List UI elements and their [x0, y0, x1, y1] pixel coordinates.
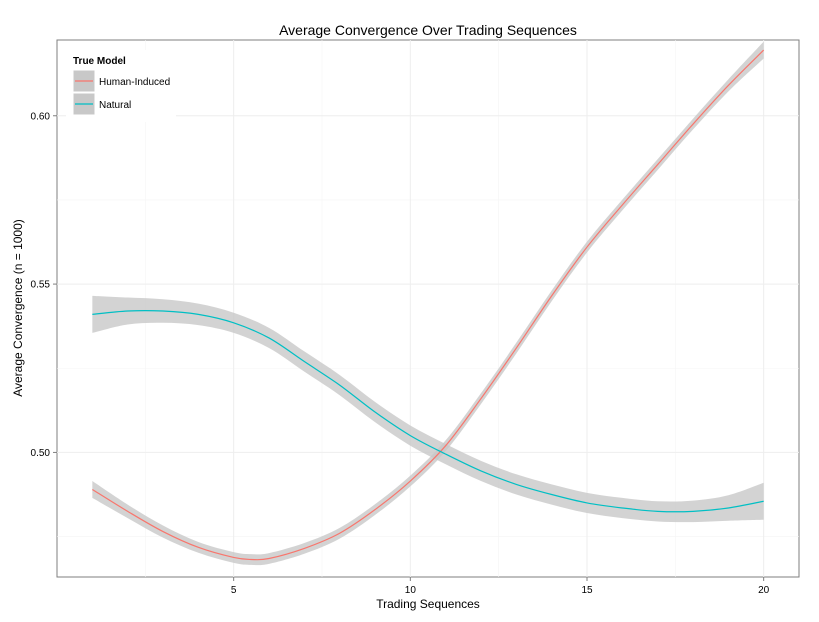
grid: [57, 40, 799, 577]
chart-title: Average Convergence Over Trading Sequenc…: [279, 22, 577, 38]
confidence-band-0: [92, 41, 764, 566]
confidence-band-1: [92, 295, 764, 523]
y-axis-ticks: 0.50 0.55 0.60: [31, 111, 57, 459]
series-line-0: [92, 49, 765, 561]
x-axis-ticks: 5 10 15 20: [231, 577, 770, 596]
x-axis-title: Trading Sequences: [376, 597, 480, 611]
confidence-bands: [92, 41, 764, 566]
legend-label: Natural: [99, 100, 131, 111]
series-line-1: [92, 310, 764, 513]
x-tick-label: 20: [758, 585, 770, 596]
legend-title: True Model: [73, 56, 126, 67]
legend-items: Human-Induced Natural: [72, 69, 170, 116]
x-tick-label: 10: [405, 585, 417, 596]
x-tick-label: 15: [581, 585, 593, 596]
x-tick-label: 5: [231, 585, 237, 596]
series-lines: [92, 49, 765, 561]
y-tick-label: 0.55: [31, 280, 51, 291]
legend: True Model Human-Induced Natural: [66, 50, 176, 122]
y-tick-label: 0.50: [31, 448, 51, 459]
y-tick-label: 0.60: [31, 111, 51, 122]
legend-label: Human-Induced: [99, 77, 170, 88]
y-axis-title: Average Convergence (n = 1000): [11, 219, 25, 397]
